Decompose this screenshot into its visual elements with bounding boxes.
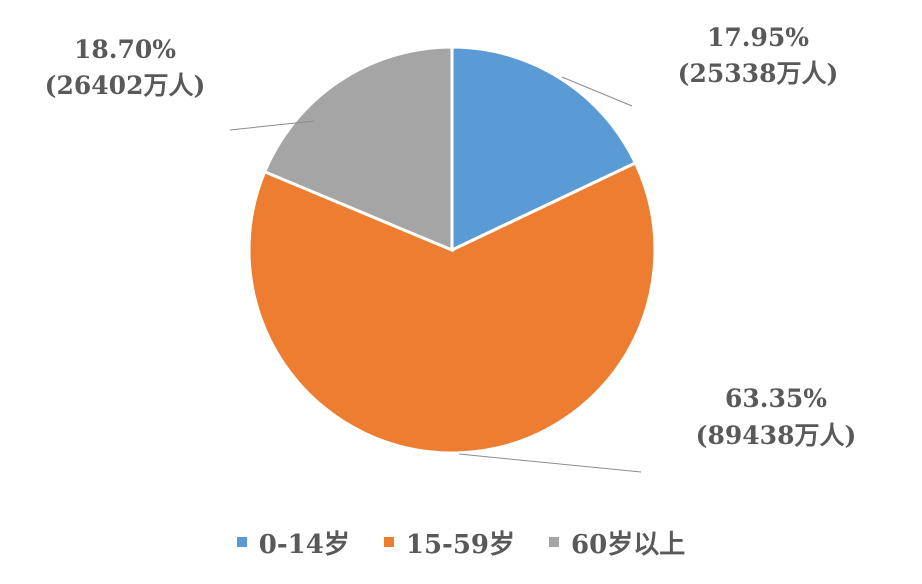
legend-label-60plus: 60岁以上	[571, 529, 686, 560]
leader-line-60plus	[229, 120, 315, 131]
legend-item-0-14: 0-14岁	[236, 524, 350, 561]
slice-label-15-59-count: (89438万人)	[696, 421, 857, 450]
slice-label-0-14-percent: 17.95%	[707, 23, 809, 52]
legend-label-0-14: 0-14岁	[258, 529, 350, 560]
slice-label-60plus-percent: 18.70%	[74, 35, 176, 64]
legend-swatch-0-14	[236, 537, 247, 547]
pie-slice-60plus	[262, 45, 454, 253]
leader-line-15-59	[458, 453, 642, 473]
legend-swatch-15-59	[383, 537, 394, 547]
legend: 0-14岁 15-59岁 60岁以上	[0, 522, 922, 562]
slice-label-15-59-percent: 63.35%	[725, 384, 827, 413]
legend-item-60plus: 60岁以上	[549, 524, 685, 561]
pie-slice-0-14	[450, 45, 638, 253]
pie-slice-15-59	[247, 160, 657, 455]
legend-swatch-60plus	[549, 537, 560, 547]
leader-line-0-14	[561, 76, 633, 107]
pie-slices	[247, 45, 657, 455]
slice-label-0-14-count: (25338万人)	[678, 59, 839, 88]
slice-label-60plus-count: (26402万人)	[45, 71, 206, 100]
legend-item-15-59: 15-59岁	[383, 524, 516, 561]
legend-label-15-59: 15-59岁	[405, 529, 516, 560]
